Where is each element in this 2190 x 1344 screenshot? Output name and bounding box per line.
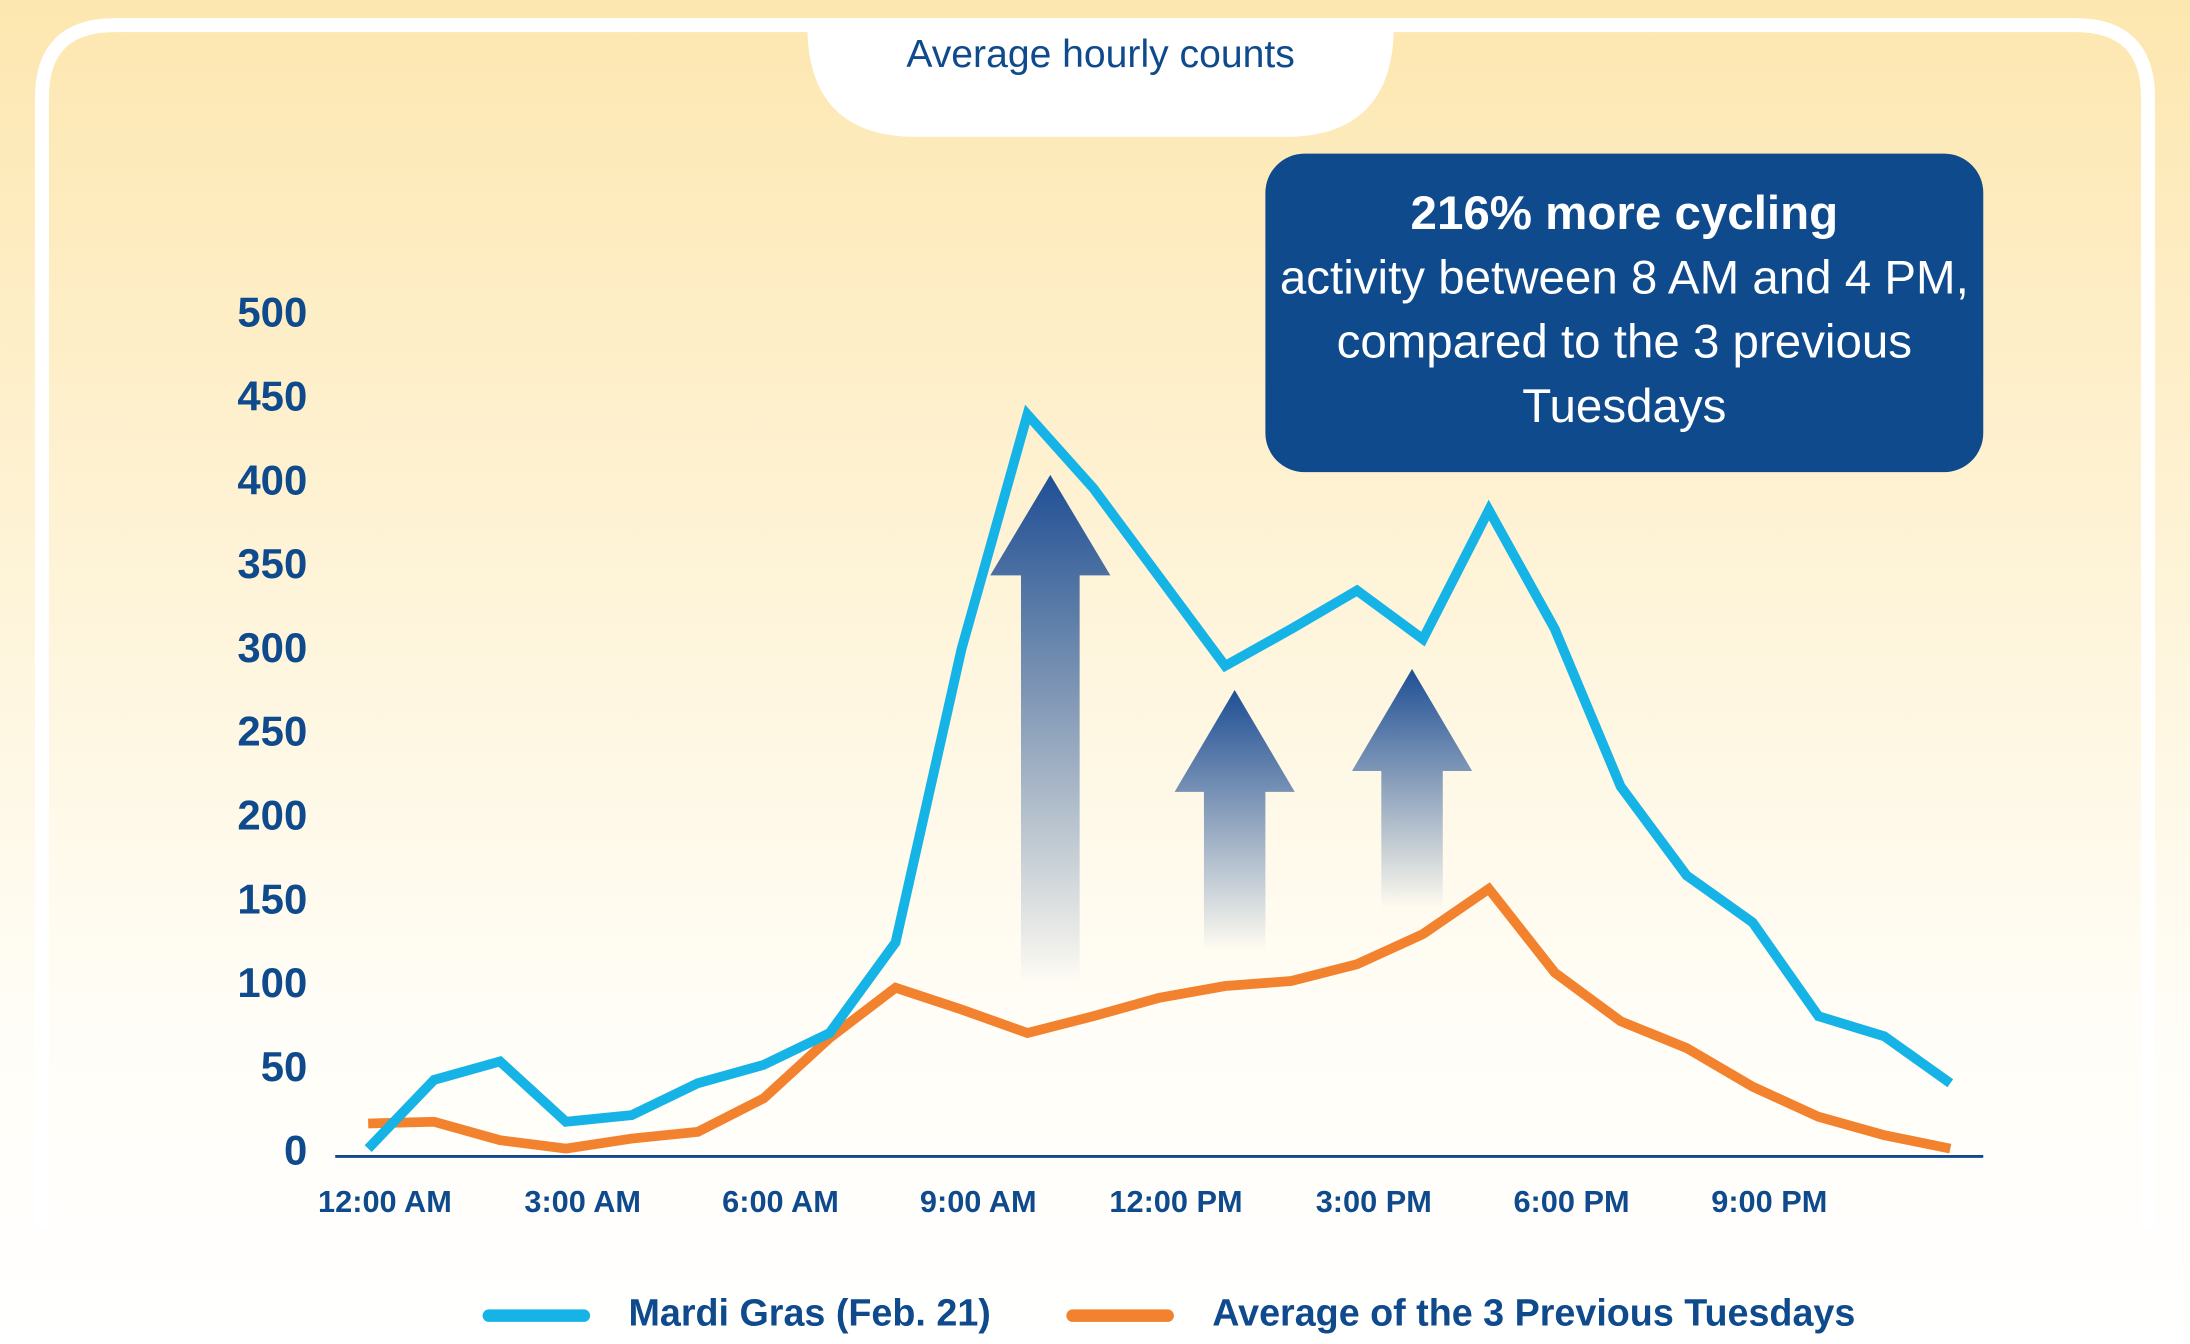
- y-tick-label: 300: [237, 624, 307, 671]
- y-tick-label: 350: [237, 540, 307, 587]
- callout-body: activity between 8 AM and 4 PM, compared…: [1279, 251, 1969, 433]
- y-tick-label: 500: [237, 289, 307, 336]
- legend-label: Mardi Gras (Feb. 21): [629, 1292, 991, 1334]
- x-tick-label: 12:00 PM: [1109, 1184, 1242, 1219]
- x-tick-label: 9:00 PM: [1711, 1184, 1827, 1219]
- series-line: [368, 882, 1952, 1154]
- y-tick-label: 450: [237, 373, 307, 420]
- arrow: [1174, 689, 1295, 950]
- y-tick-label: 250: [237, 708, 307, 755]
- callout-headline: 216% more cycling: [1410, 187, 1839, 241]
- legend-label: Average of the 3 Previous Tuesdays: [1212, 1292, 1855, 1334]
- x-tick-label: 3:00 PM: [1316, 1184, 1432, 1219]
- callout: 216% more cycling activity between 8 AM …: [1279, 182, 1969, 439]
- x-tick-label: 12:00 AM: [318, 1184, 452, 1219]
- callout-text: 216% more cycling activity between 8 AM …: [1279, 182, 1969, 439]
- chart-title: Average hourly counts: [906, 32, 1295, 76]
- x-tick-label: 6:00 PM: [1513, 1184, 1629, 1219]
- callout-box: [1265, 153, 1984, 473]
- x-tick-label: 9:00 AM: [920, 1184, 1037, 1219]
- title-tab: [807, 25, 1394, 137]
- y-tick-label: 50: [261, 1043, 308, 1090]
- series-line: [364, 404, 1954, 1152]
- y-tick-label: 200: [237, 792, 307, 839]
- arrow: [1351, 668, 1473, 908]
- y-tick-label: 150: [237, 875, 307, 922]
- x-tick-label: 3:00 AM: [524, 1184, 641, 1219]
- title-box: Average hourly counts: [906, 32, 1295, 76]
- y-tick-label: 400: [237, 456, 307, 503]
- arrow: [990, 474, 1111, 985]
- y-tick-label: 0: [284, 1127, 307, 1174]
- y-tick-label: 100: [237, 959, 307, 1006]
- x-tick-label: 6:00 AM: [722, 1184, 839, 1219]
